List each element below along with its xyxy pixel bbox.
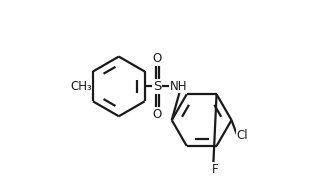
- Text: F: F: [212, 163, 218, 176]
- Text: CH₃: CH₃: [70, 80, 92, 93]
- Text: Cl: Cl: [236, 129, 248, 142]
- Text: O: O: [153, 52, 162, 65]
- Text: NH: NH: [170, 80, 187, 93]
- Text: O: O: [153, 108, 162, 121]
- Text: S: S: [153, 80, 162, 93]
